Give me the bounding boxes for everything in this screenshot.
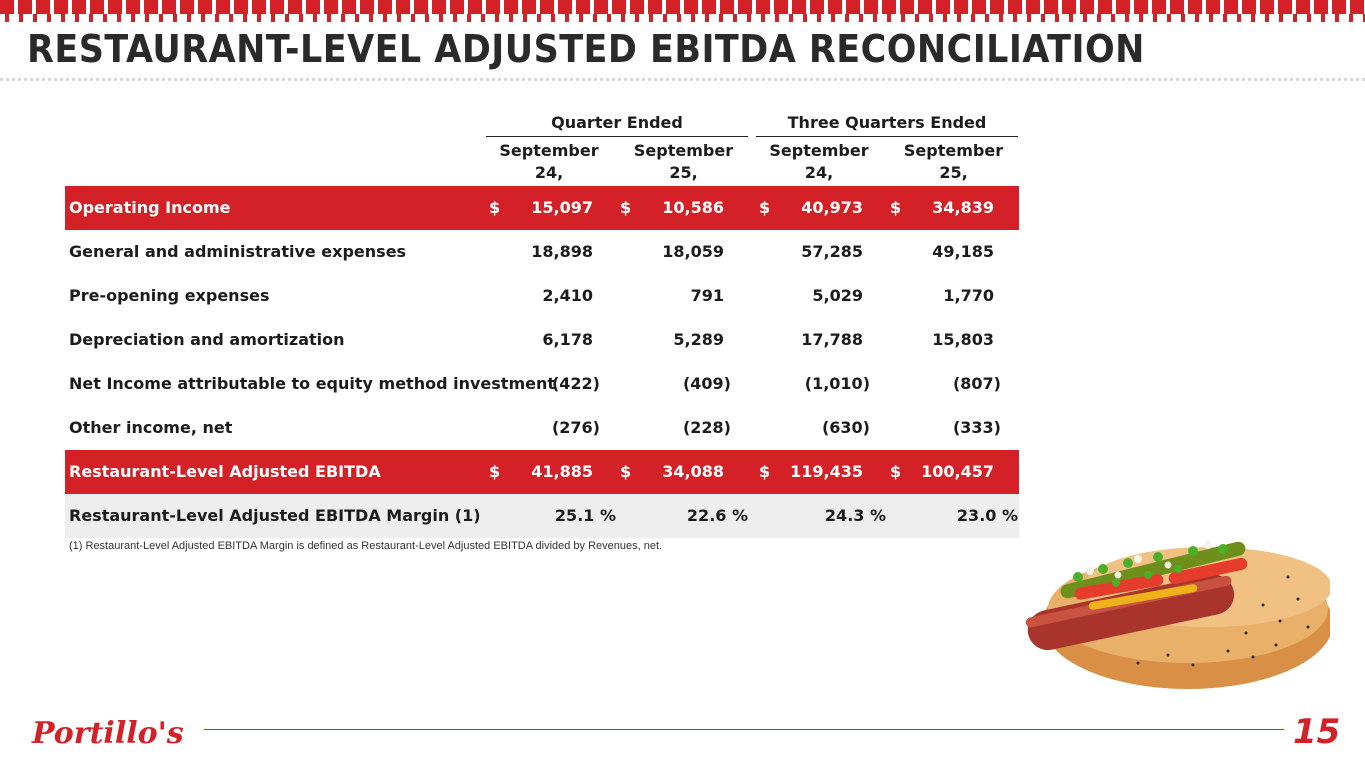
hot-dog-image — [1025, 541, 1330, 689]
column-header-line: September 24, — [499, 141, 599, 182]
currency-symbol: $ — [489, 198, 501, 217]
currency-symbol: $ — [489, 462, 501, 481]
group-header-three-quarters-ended: Three Quarters Ended — [756, 110, 1018, 137]
table-cell: (333) — [952, 418, 1001, 437]
table-row-depreciation: Depreciation and amortization 6,178 5,28… — [65, 318, 1019, 362]
table-cell: 6,178 — [542, 330, 593, 349]
table-cell: 41,885 — [531, 462, 593, 481]
table-cell: (422) — [551, 374, 600, 393]
table-row-pre-opening: Pre-opening expenses 2,410 791 5,029 1,7… — [65, 274, 1019, 318]
table-cell: (1,010) — [804, 374, 870, 393]
table-row-ebitda-margin: Restaurant-Level Adjusted EBITDA Margin … — [65, 494, 1019, 538]
table-cell: 15,803 — [932, 330, 994, 349]
footer-divider — [204, 729, 1284, 730]
currency-symbol: $ — [890, 462, 902, 481]
table-cell: 15,097 — [531, 198, 593, 217]
currency-symbol: $ — [620, 462, 632, 481]
slide-title: RESTAURANT-LEVEL ADJUSTED EBITDA RECONCI… — [27, 27, 1145, 71]
table-cell: 23.0 % — [956, 506, 1018, 525]
table-row-adjusted-ebitda: Restaurant-Level Adjusted EBITDA $ 41,88… — [65, 450, 1019, 494]
table-cell: 1,770 — [943, 286, 994, 305]
currency-symbol: $ — [890, 198, 902, 217]
group-header-quarter-ended: Quarter Ended — [486, 110, 748, 137]
table-cell: 100,457 — [921, 462, 994, 481]
table-cell: 34,839 — [932, 198, 994, 217]
table-cell: 17,788 — [801, 330, 863, 349]
table-cell: (807) — [952, 374, 1001, 393]
table-cell: 24.3 % — [824, 506, 886, 525]
portillos-logo: Portillo's — [32, 716, 184, 751]
row-label: Other income, net — [69, 418, 233, 437]
page-number: 15 — [1293, 712, 1341, 752]
table-row-general-administrative: General and administrative expenses 18,8… — [65, 230, 1019, 274]
currency-symbol: $ — [620, 198, 632, 217]
table-cell: 40,973 — [801, 198, 863, 217]
row-label: Restaurant-Level Adjusted EBITDA — [69, 462, 381, 481]
row-label: General and administrative expenses — [69, 242, 407, 261]
row-label: Depreciation and amortization — [69, 330, 345, 349]
table-cell: 25.1 % — [554, 506, 616, 525]
currency-symbol: $ — [759, 198, 771, 217]
table-row-operating-income: Operating Income $ 15,097 $ 10,586 $ 40,… — [65, 186, 1019, 230]
column-header-line: September 25, — [633, 141, 734, 182]
table-row-other-income: Other income, net (276) (228) (630) (333… — [65, 406, 1019, 450]
table-cell: 5,289 — [673, 330, 724, 349]
table-cell: 2,410 — [542, 286, 593, 305]
table-cell: 791 — [690, 286, 724, 305]
footnote: (1) Restaurant-Level Adjusted EBITDA Mar… — [69, 540, 663, 552]
decorative-top-border — [0, 0, 1365, 22]
table-cell: (630) — [821, 418, 870, 437]
table-cell: (409) — [682, 374, 731, 393]
table-cell: 5,029 — [812, 286, 863, 305]
row-label: Pre-opening expenses — [69, 286, 270, 305]
row-label: Operating Income — [69, 198, 231, 217]
table-cell: 22.6 % — [686, 506, 748, 525]
table-cell: 57,285 — [801, 242, 863, 261]
table-cell: 49,185 — [932, 242, 994, 261]
column-header-line: September 25, — [903, 141, 1004, 182]
table-row-equity-method: Net Income attributable to equity method… — [65, 362, 1019, 406]
table-cell: 10,586 — [662, 198, 724, 217]
row-label: Restaurant-Level Adjusted EBITDA Margin … — [69, 506, 481, 525]
currency-symbol: $ — [759, 462, 771, 481]
table-cell: (228) — [682, 418, 731, 437]
table-cell: 34,088 — [662, 462, 724, 481]
title-band — [0, 22, 1365, 81]
table-cell: (276) — [551, 418, 600, 437]
column-header-line: September 24, — [769, 141, 869, 182]
row-label: Net Income attributable to equity method… — [69, 374, 555, 393]
table-cell: 119,435 — [790, 462, 863, 481]
table-cell: 18,898 — [531, 242, 593, 261]
table-cell: 18,059 — [662, 242, 724, 261]
